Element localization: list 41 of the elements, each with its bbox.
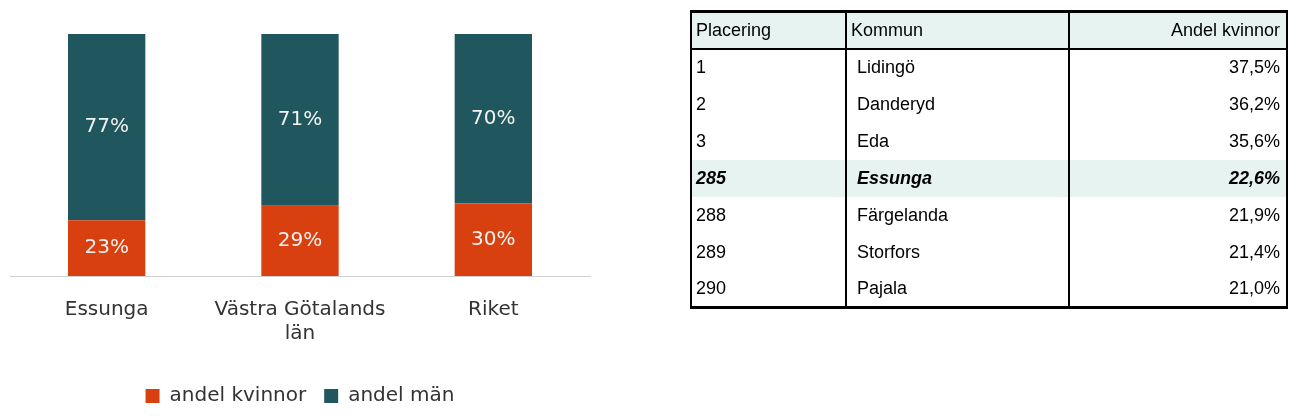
text: Placering [691,11,846,49]
bar [68,34,146,221]
text: Storfors [846,233,1069,271]
x-tick-label: Västra Götalands län [214,296,386,345]
text: 288 [691,196,846,234]
bar [68,220,146,276]
text: 37,5% [1069,48,1287,86]
text: 22,6% [1069,159,1287,197]
text: 21,9% [1069,196,1287,234]
text: 3 [691,122,846,160]
bar [454,203,532,276]
text: Kommun [846,11,1069,49]
text: Eda [846,122,1069,160]
text: 21,0% [1069,270,1287,308]
text: 35,6% [1069,122,1287,160]
text: Andel kvinnor [1069,11,1287,49]
legend-label: andel män [348,382,455,407]
text: 285 [691,159,846,197]
text: Pajala [846,270,1069,308]
bar [261,205,339,276]
data-label: 70% [471,104,516,129]
text: Essunga [846,159,1069,197]
data-label: 71% [277,106,323,131]
text: 36,2% [1069,85,1287,123]
bar [261,34,339,206]
x-tick-label: Essunga [64,296,149,321]
data-label: 77% [84,113,129,138]
text: 289 [691,233,846,271]
text: 290 [691,270,846,308]
text: Lidingö [846,48,1069,86]
data-label: 23% [84,234,129,259]
x-tick-label: Riket [468,296,519,321]
data-label: 29% [277,227,323,252]
legend-label: andel kvinnor [169,382,307,407]
data-label: 30% [471,225,516,250]
text: Färgelanda [846,196,1069,234]
text: Danderyd [846,85,1069,123]
bar [454,34,532,204]
text: 1 [691,48,846,86]
text: 21,4% [1069,233,1287,271]
text: 2 [691,85,846,123]
